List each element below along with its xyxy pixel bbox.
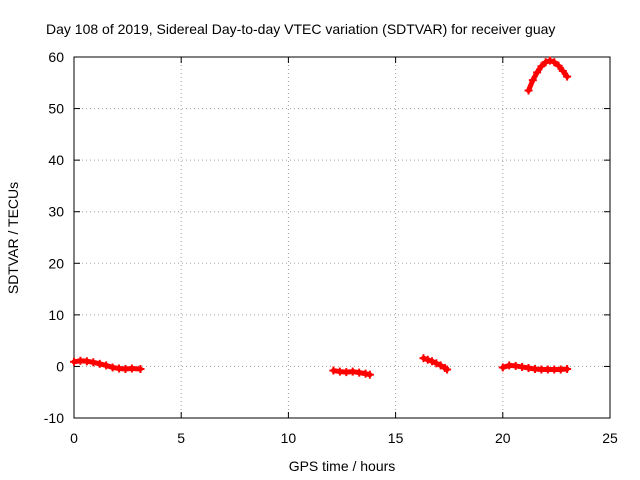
- y-tick-label: 20: [48, 255, 64, 271]
- data-point: [428, 357, 437, 366]
- data-point: [436, 361, 445, 370]
- data-point: [558, 66, 567, 75]
- data-point: [423, 355, 432, 364]
- y-tick-label: 30: [48, 204, 64, 220]
- x-tick-label: 0: [70, 430, 78, 446]
- y-tick-label: 50: [48, 101, 64, 117]
- data-point: [108, 363, 117, 372]
- data-point: [136, 365, 145, 374]
- y-tick-label: 0: [56, 358, 64, 374]
- y-tick-label: 60: [48, 49, 64, 65]
- y-tick-label: 40: [48, 152, 64, 168]
- data-segment-1: [70, 356, 145, 374]
- data-segment-5: [524, 56, 572, 95]
- grid-lines: [74, 57, 610, 418]
- chart-title: Day 108 of 2019, Sidereal Day-to-day VTE…: [46, 21, 555, 37]
- data-point: [545, 56, 554, 65]
- data-point: [550, 58, 559, 67]
- y-tick-label: -10: [44, 410, 64, 426]
- data-point: [524, 363, 533, 372]
- x-tick-label: 20: [495, 430, 511, 446]
- data-point: [419, 354, 428, 363]
- plot-frame: [73, 56, 611, 419]
- data-point: [89, 358, 98, 367]
- data-point: [563, 365, 572, 374]
- x-tick-label: 5: [177, 430, 185, 446]
- data-point: [524, 86, 533, 95]
- data-segment-4: [498, 361, 572, 374]
- data-point: [537, 62, 546, 71]
- data-point: [82, 357, 91, 366]
- data-point: [511, 361, 520, 370]
- data-point: [355, 368, 364, 377]
- data-point: [365, 370, 374, 379]
- data-segment-2: [329, 366, 374, 379]
- data-point: [432, 359, 441, 368]
- x-tick-label: 25: [602, 430, 618, 446]
- data-point: [528, 76, 537, 85]
- data-point: [518, 362, 527, 371]
- x-tick-label: 15: [388, 430, 404, 446]
- data-segment-3: [419, 354, 452, 374]
- data-point: [541, 58, 550, 67]
- data-point: [127, 364, 136, 373]
- data-point: [70, 357, 78, 366]
- data-point: [102, 361, 111, 370]
- data-point: [348, 367, 357, 376]
- data-point: [498, 363, 507, 372]
- data-point: [329, 366, 338, 375]
- data-point: [95, 359, 104, 368]
- data-point: [533, 68, 542, 77]
- data-points: [70, 56, 572, 379]
- y-tick-label: 10: [48, 307, 64, 323]
- data-point: [563, 72, 572, 81]
- data-point: [554, 61, 563, 70]
- y-axis-label: SDTVAR / TECUs: [5, 182, 21, 294]
- x-axis-label: GPS time / hours: [289, 458, 396, 474]
- data-point: [361, 369, 370, 378]
- x-tick-label: 10: [281, 430, 297, 446]
- data-point: [443, 365, 452, 374]
- axis-ticks: 0 5 10 15 20 25 -10 0 10 20 30 40 50 60: [44, 49, 618, 446]
